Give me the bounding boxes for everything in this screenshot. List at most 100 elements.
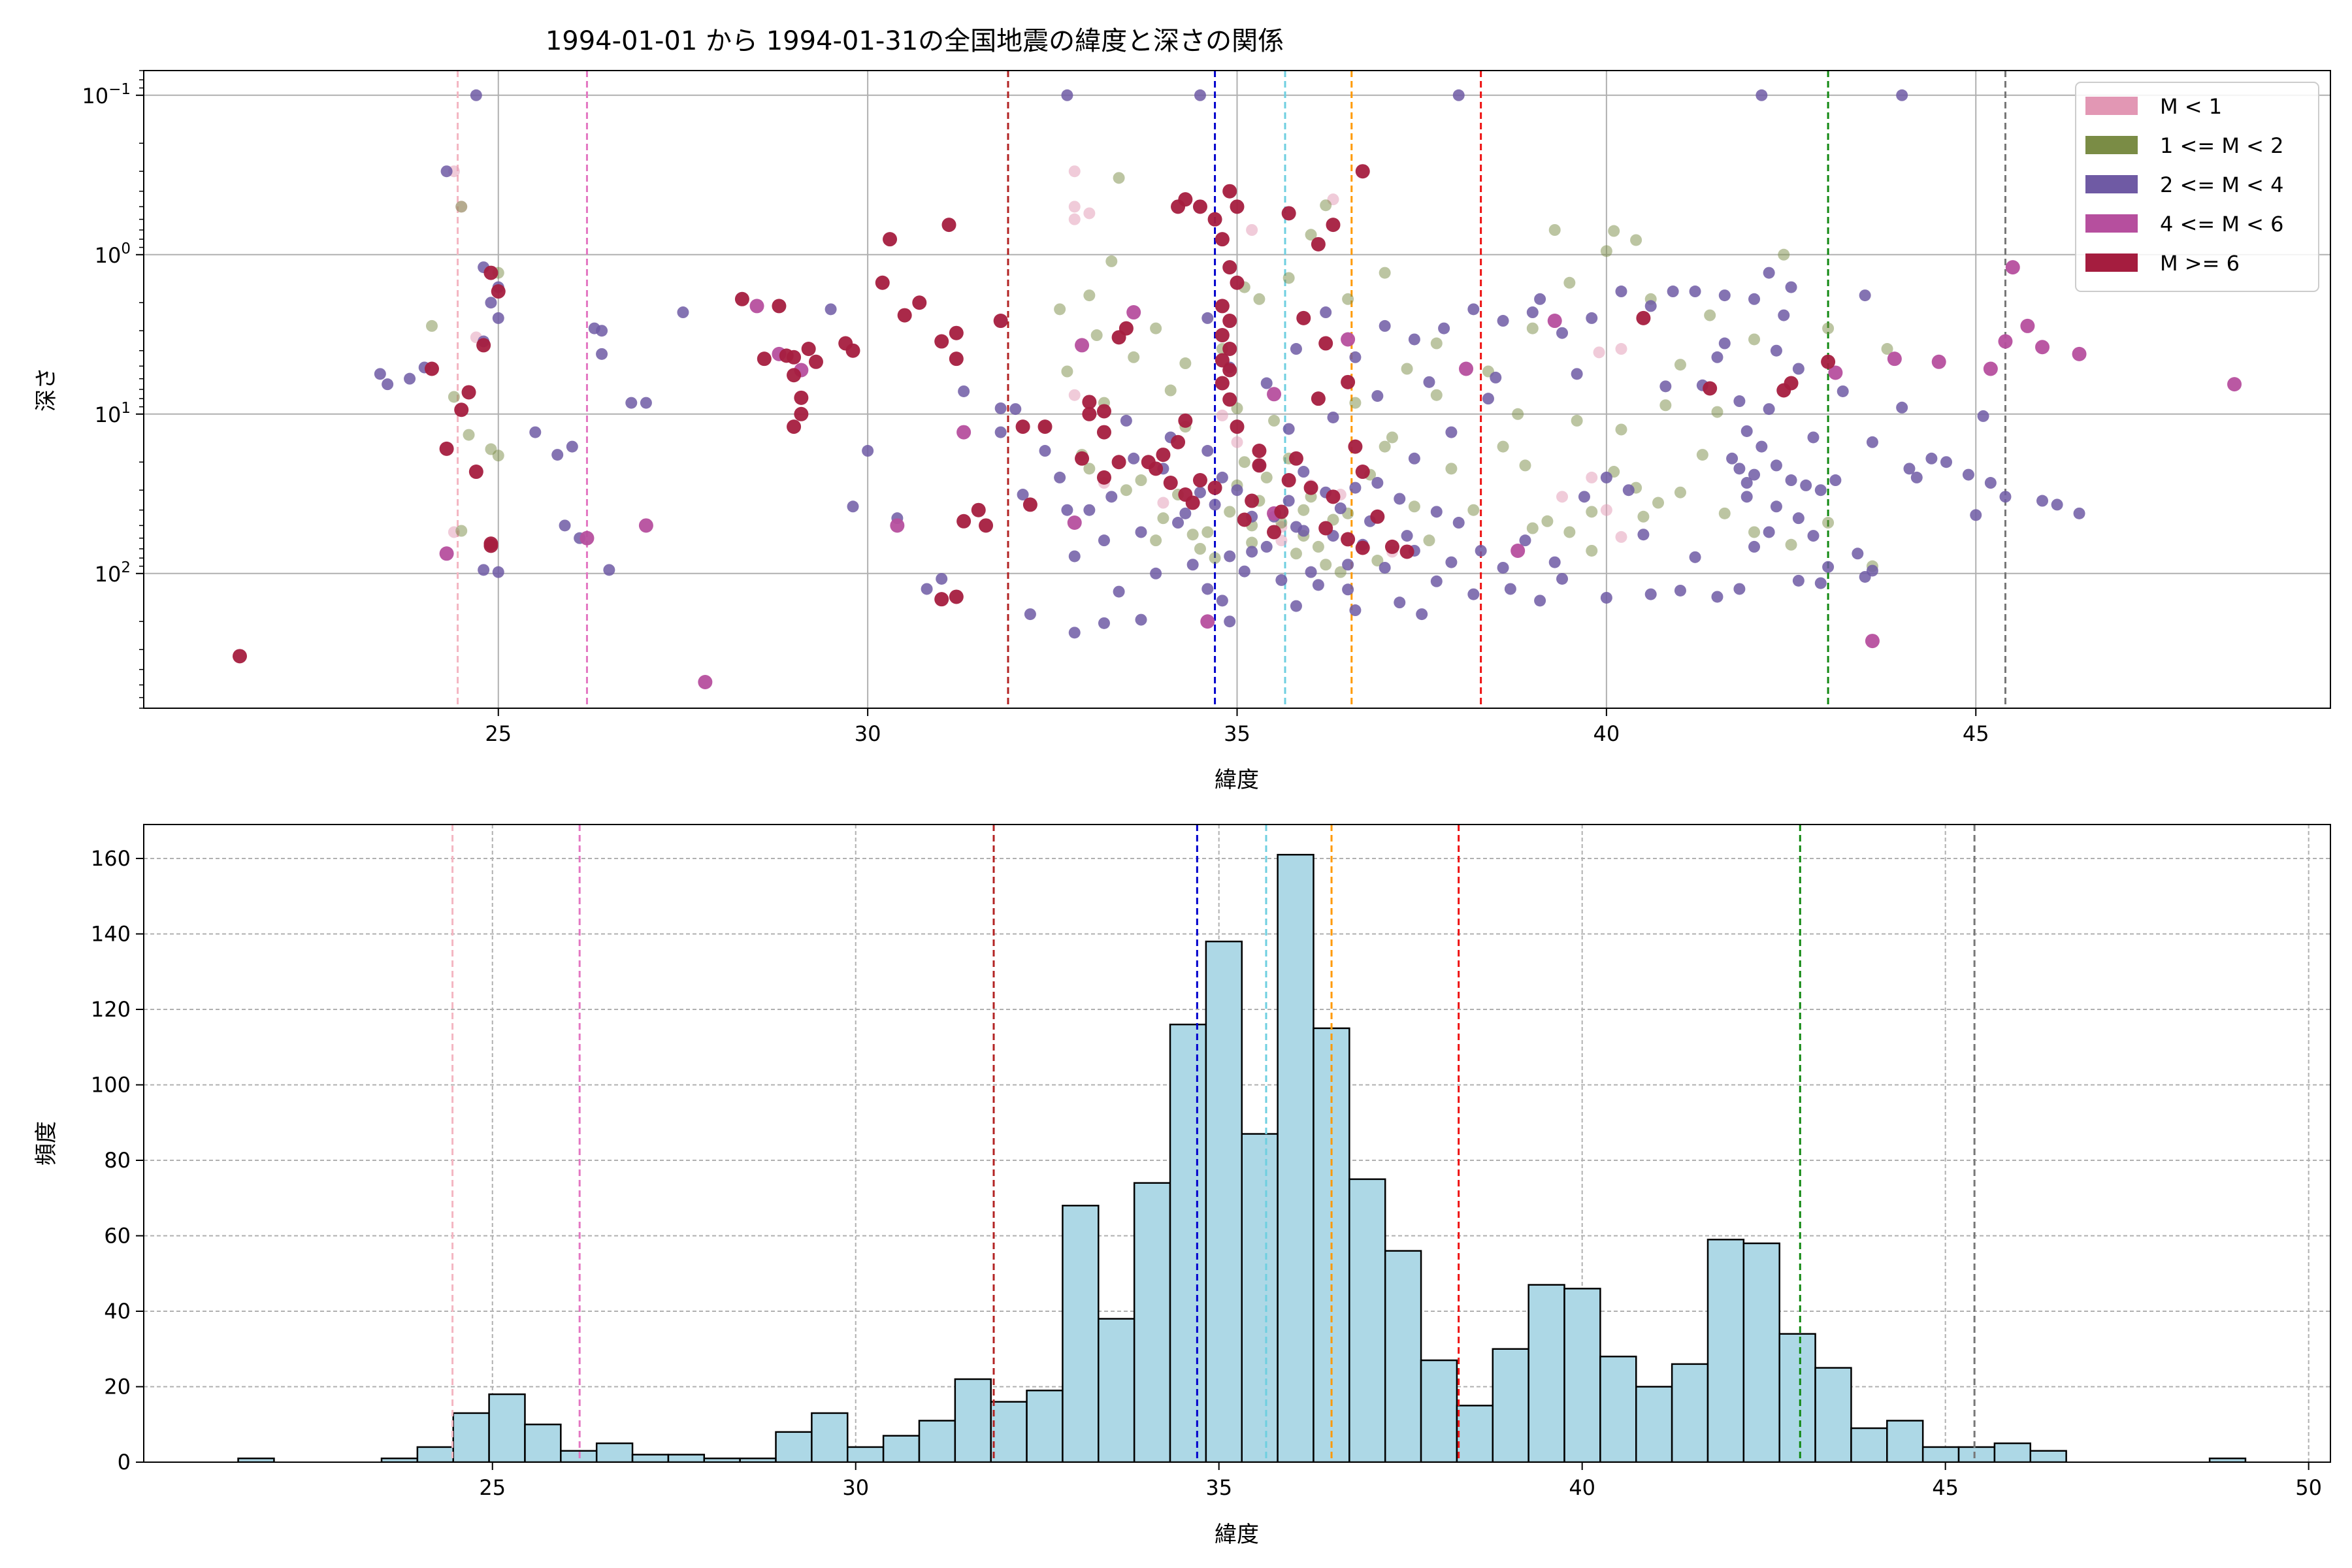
scatter-point <box>1763 267 1775 279</box>
scatter-point <box>232 649 247 664</box>
scatter-point <box>1770 459 1782 472</box>
scatter-point <box>1222 342 1237 357</box>
scatter-point <box>1756 440 1768 453</box>
scatter-point <box>1896 89 1908 101</box>
scatter-point <box>1267 525 1282 540</box>
histogram-bar <box>1277 853 1315 1462</box>
scatter-series <box>232 164 1836 664</box>
scatter-point <box>1482 393 1494 405</box>
scatter-point <box>1511 543 1526 558</box>
scatter-point <box>529 426 542 438</box>
scatter-point <box>468 465 483 480</box>
scatter-point <box>1200 614 1215 629</box>
scatter-point <box>1748 526 1761 538</box>
scatter-point <box>1401 530 1413 542</box>
scatter-point <box>1578 491 1590 503</box>
scatter-point <box>1185 495 1200 510</box>
scatter-point <box>1201 445 1214 457</box>
scatter-point <box>440 165 453 178</box>
scatter-point <box>1157 497 1169 509</box>
scatter-point <box>1534 595 1546 607</box>
scatter-point <box>1940 456 1953 468</box>
scatter-point <box>1194 486 1206 498</box>
scatter-point <box>1445 426 1458 438</box>
histogram-bar <box>918 1420 956 1462</box>
scatter-point <box>1401 363 1413 375</box>
scatter-point <box>1098 534 1110 547</box>
scatter-point <box>1379 561 1391 574</box>
scatter-point <box>1305 566 1317 578</box>
scatter-point <box>936 572 948 585</box>
scatter-point <box>580 531 595 546</box>
scatter-point <box>1733 463 1746 475</box>
scatter-point <box>1600 245 1612 257</box>
legend-swatch <box>2085 136 2138 154</box>
scatter-point <box>1355 465 1370 480</box>
scatter-point <box>483 536 498 551</box>
scatter-point <box>1120 484 1132 497</box>
scatter-point <box>1748 468 1761 481</box>
scatter-point <box>1015 419 1030 434</box>
scatter-point <box>1135 474 1147 487</box>
histogram-bar <box>1921 1446 1960 1462</box>
scatter-point <box>1237 512 1252 527</box>
scatter-point <box>1083 504 1096 516</box>
scatter-point <box>1150 322 1162 335</box>
scatter-point <box>1644 588 1657 600</box>
scatter-point <box>1370 509 1385 524</box>
scatter-point <box>1526 306 1539 319</box>
scatter-point <box>1320 306 1332 319</box>
legend-swatch <box>2085 214 2138 233</box>
scatter-point <box>1246 536 1258 549</box>
scatter-point <box>1326 489 1341 504</box>
scatter-point <box>698 675 713 690</box>
scatter-point <box>956 514 972 529</box>
scatter-point <box>1785 281 1797 293</box>
scatter-point <box>1438 322 1450 335</box>
x-tick-label: 45 <box>1963 721 1989 746</box>
scatter-point <box>772 299 787 314</box>
scatter-point <box>455 525 468 537</box>
scatter-point <box>1068 550 1081 563</box>
scatter-point <box>1111 455 1126 470</box>
scatter-point <box>1828 365 1843 380</box>
scatter-point <box>1349 397 1362 409</box>
scatter-point <box>1999 491 2012 503</box>
histogram-bar <box>2208 1457 2247 1462</box>
scatter-point <box>1135 526 1147 538</box>
scatter-point <box>1689 551 1701 563</box>
histogram-bar <box>1384 1250 1422 1462</box>
histogram-bar <box>1348 1178 1386 1462</box>
scatter-point <box>1998 334 2013 349</box>
scatter-point <box>1467 303 1480 316</box>
scatter-point <box>847 500 859 513</box>
scatter-point <box>1408 333 1420 346</box>
scatter-point <box>1563 526 1576 538</box>
scatter-point <box>1341 532 1356 547</box>
scatter-point <box>1983 361 1998 376</box>
scatter-point <box>1238 565 1250 578</box>
scatter-point <box>2020 318 2035 333</box>
scatter-point <box>1512 408 1524 420</box>
scatter-point <box>1075 338 1090 353</box>
scatter-point <box>1852 547 1864 560</box>
scatter-point <box>596 325 608 337</box>
scatter-plot: 25 30 35 40 45 10−1 100 101 102 緯度 深さ M < 1 1 <… <box>33 70 2331 793</box>
histogram-bar <box>882 1435 921 1462</box>
scatter-point <box>1164 384 1177 397</box>
scatter-point <box>1556 491 1569 503</box>
scatter-point <box>1215 376 1230 391</box>
scatter-point <box>603 564 615 576</box>
scatter-point <box>1416 608 1428 621</box>
scatter-point <box>1275 574 1288 586</box>
legend-entry: 1 <= M < 2 <box>2085 133 2283 158</box>
scatter-point <box>1859 289 1871 302</box>
scatter-point <box>1224 506 1236 518</box>
scatter-point <box>1497 561 1509 574</box>
scatter-point <box>1288 451 1303 466</box>
scatter-point <box>1061 89 1073 101</box>
scatter-point <box>424 361 439 376</box>
scatter-point <box>1703 381 1718 396</box>
scatter-point <box>862 445 874 457</box>
legend-entry: M < 1 <box>2085 94 2222 119</box>
